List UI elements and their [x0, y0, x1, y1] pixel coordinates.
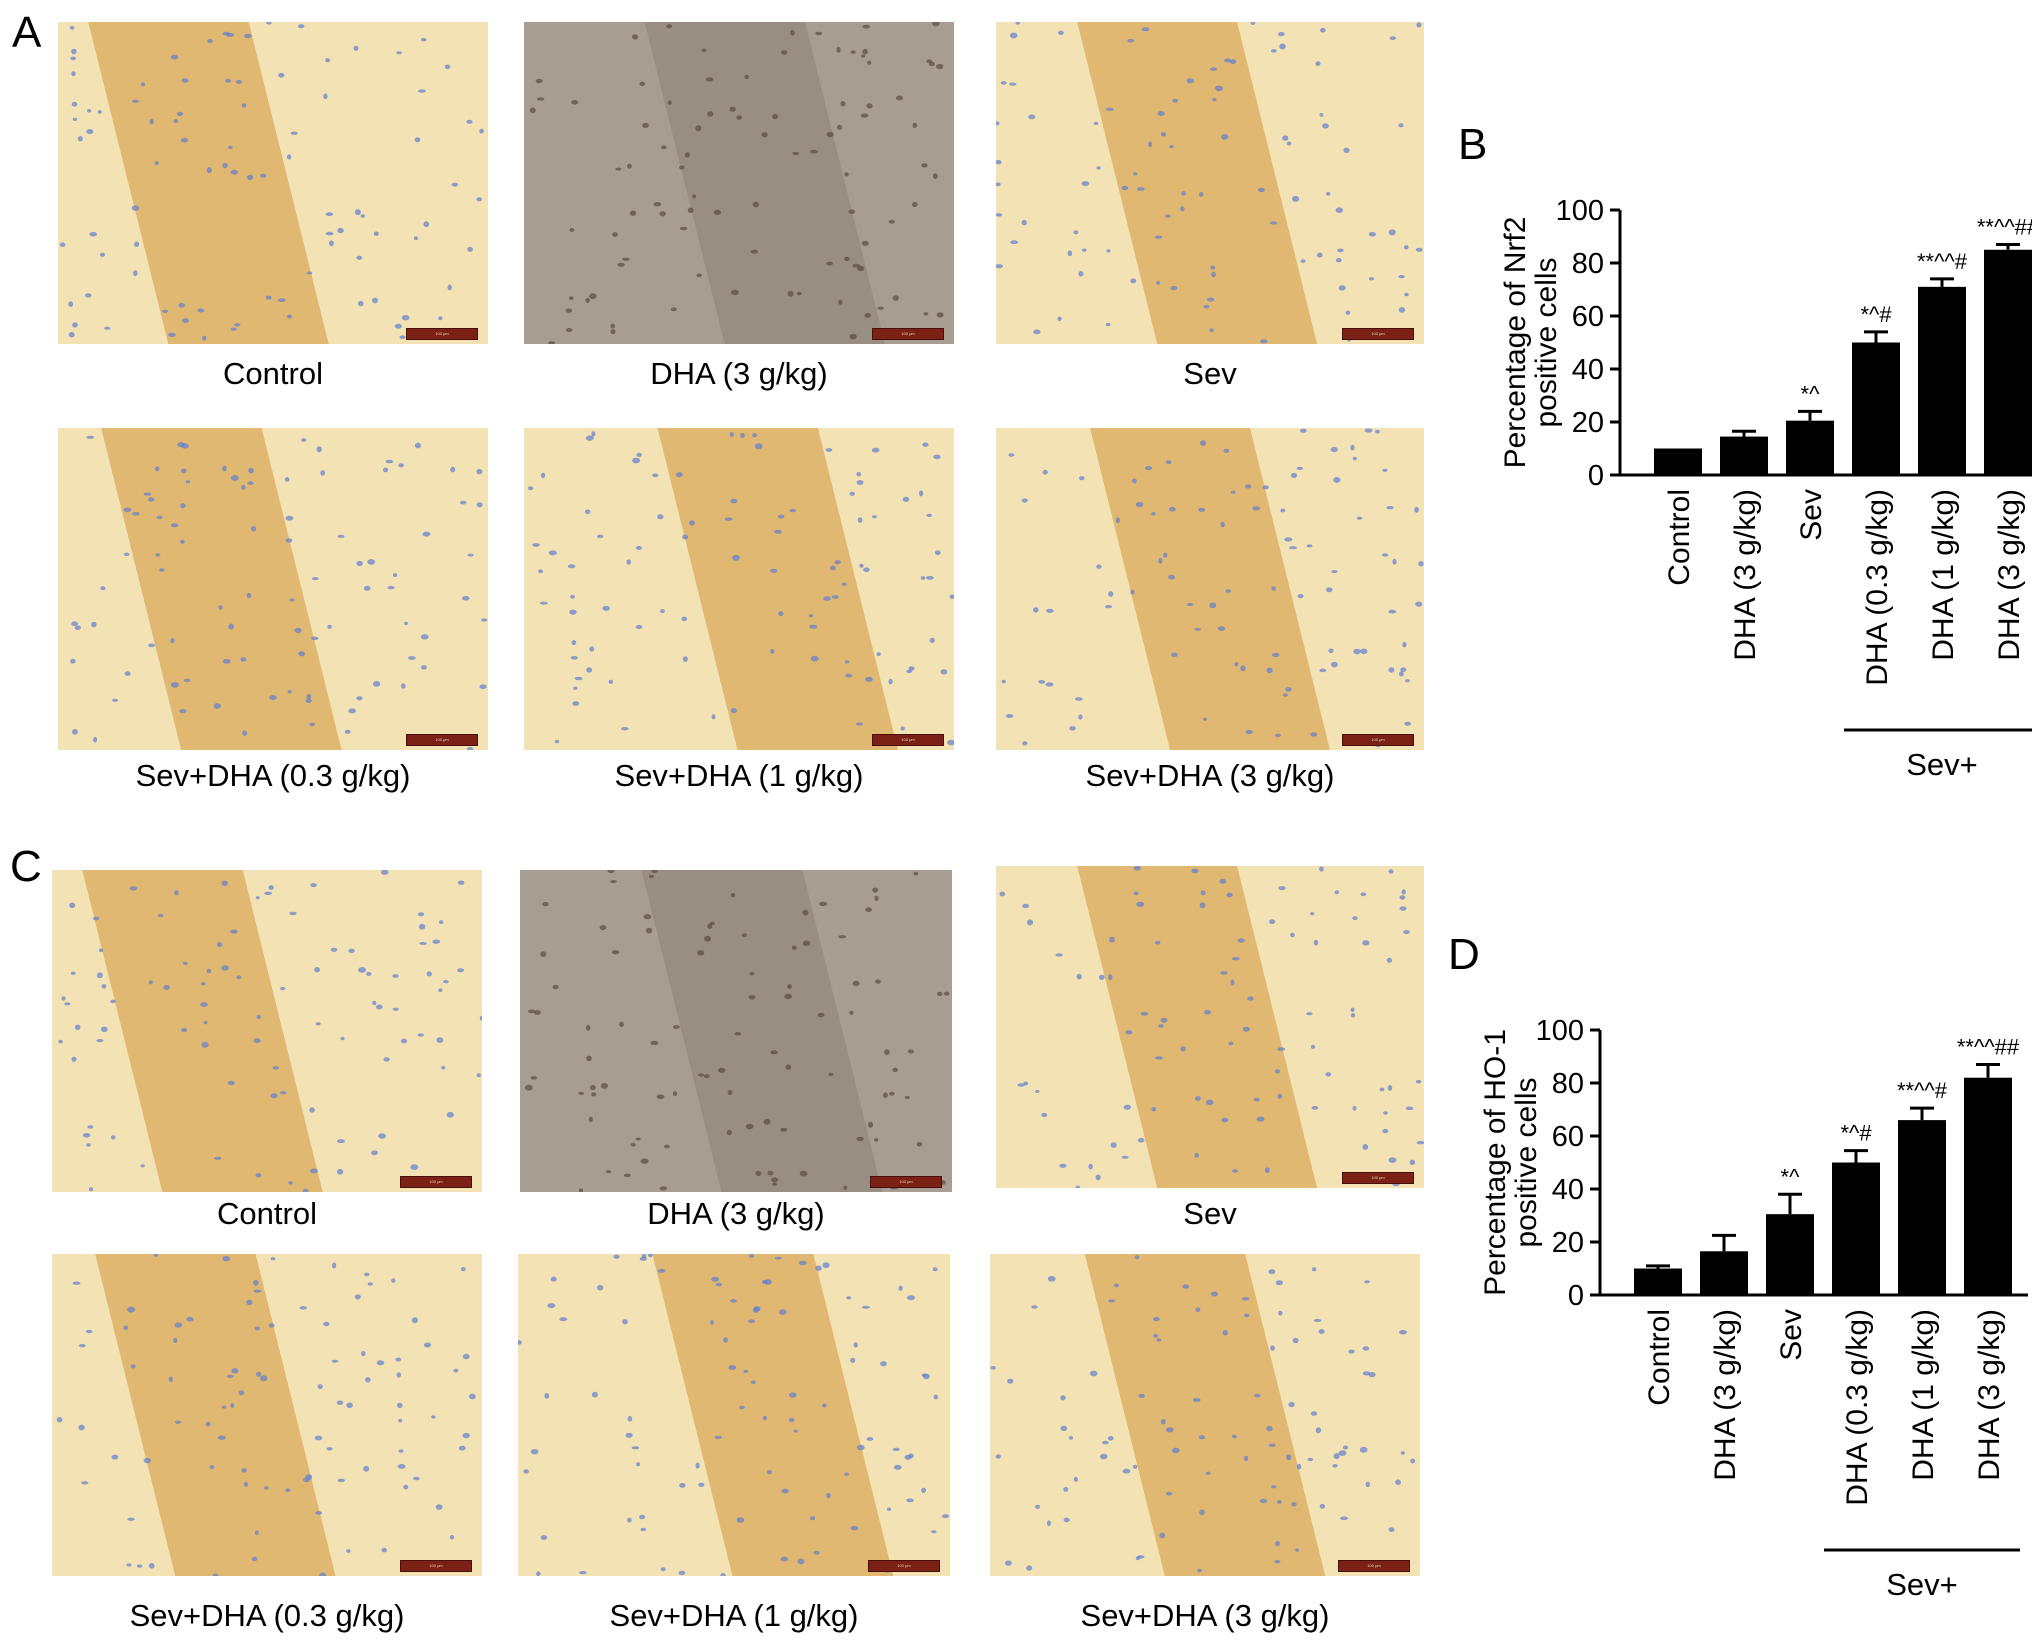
bar	[1720, 436, 1768, 475]
panel-letter-d: D	[1448, 930, 1480, 979]
group-label: Sev+	[1886, 1567, 1958, 1602]
bar	[1852, 342, 1900, 475]
micrograph-caption: Control	[217, 1196, 317, 1231]
x-tick-label: DHA (3 g/kg)	[1709, 1309, 1742, 1481]
x-tick-label: Control	[1663, 489, 1696, 586]
y-tick-label: 80	[1552, 1068, 1584, 1100]
x-tick-label: DHA (3 g/kg)	[1993, 489, 2026, 661]
y-tick-label: 0	[1568, 1280, 1584, 1312]
x-tick-label: DHA (1 g/kg)	[1907, 1309, 1940, 1481]
bar	[1654, 448, 1702, 475]
bar	[1700, 1251, 1748, 1295]
group-label: Sev+	[1906, 747, 1978, 782]
bar	[1984, 249, 2032, 475]
y-axis-label: positive cells	[1510, 1077, 1543, 1247]
micrograph-caption: Sev+DHA (3 g/kg)	[1080, 1598, 1330, 1633]
scale-bar: 100 μm	[1342, 328, 1414, 340]
x-tick-label: DHA (3 g/kg)	[1973, 1309, 2006, 1481]
x-tick-label: DHA (0.3 g/kg)	[1841, 1309, 1874, 1506]
micrograph-caption: Sev+DHA (0.3 g/kg)	[135, 758, 411, 793]
x-tick-label: DHA (0.3 g/kg)	[1861, 489, 1894, 686]
bar	[1964, 1077, 2012, 1295]
scale-bar: 100 μm	[400, 1560, 472, 1572]
significance-label: *^	[1801, 381, 1821, 406]
micrograph-a-5: 100 μm	[524, 428, 954, 750]
micrograph-caption: Sev	[1183, 356, 1237, 391]
y-tick-label: 60	[1572, 301, 1604, 333]
scale-bar: 100 μm	[868, 1560, 940, 1572]
x-tick-label: Sev	[1775, 1309, 1808, 1361]
y-axis-label: Percentage of HO-1	[1479, 1029, 1512, 1296]
x-tick-label: Sev	[1795, 489, 1828, 541]
bar	[1918, 286, 1966, 475]
significance-label: **^^#	[1897, 1078, 1948, 1103]
micrograph-caption: Sev+DHA (1 g/kg)	[609, 1598, 859, 1633]
y-tick-label: 0	[1588, 460, 1604, 492]
x-tick-label: DHA (3 g/kg)	[1729, 489, 1762, 661]
x-tick-label: Control	[1643, 1309, 1676, 1406]
micrograph-a-2: 100 μm	[524, 22, 954, 344]
y-tick-label: 40	[1552, 1174, 1584, 1206]
micrograph-caption: Control	[223, 356, 323, 391]
panel-letter-b: B	[1458, 120, 1488, 169]
significance-label: **^^##	[1977, 214, 2032, 239]
scale-bar: 100 μm	[406, 734, 478, 746]
micrograph-c-2: 100 μm	[520, 870, 952, 1192]
scale-bar: 100 μm	[1338, 1560, 1410, 1572]
bar	[1634, 1268, 1682, 1295]
micrograph-caption: DHA (3 g/kg)	[650, 356, 828, 391]
y-axis-label: Percentage of Nrf2	[1499, 217, 1532, 469]
y-tick-label: 40	[1572, 354, 1604, 386]
y-axis-label: positive cells	[1530, 257, 1563, 427]
micrograph-a-4: 100 μm	[58, 428, 488, 750]
significance-label: *^#	[1840, 1121, 1872, 1146]
y-tick-label: 80	[1572, 248, 1604, 280]
significance-label: *^	[1781, 1164, 1801, 1189]
significance-label: **^^##	[1957, 1034, 2020, 1059]
scale-bar: 100 μm	[872, 734, 944, 746]
x-tick-label: DHA (1 g/kg)	[1927, 489, 1960, 661]
scale-bar: 100 μm	[400, 1176, 472, 1188]
scale-bar: 100 μm	[872, 328, 944, 340]
micrograph-c-6: 100 μm	[990, 1254, 1420, 1576]
y-tick-label: 20	[1552, 1227, 1584, 1259]
bar	[1832, 1162, 1880, 1295]
micrograph-a-3: 100 μm	[996, 22, 1424, 344]
bar	[1786, 420, 1834, 475]
significance-label: **^^#	[1917, 249, 1968, 274]
micrograph-caption: Sev+DHA (0.3 g/kg)	[129, 1598, 405, 1633]
significance-label: *^#	[1860, 302, 1892, 327]
micrograph-caption: Sev+DHA (3 g/kg)	[1085, 758, 1335, 793]
micrograph-c-3: 100 μm	[996, 866, 1424, 1188]
bar	[1766, 1214, 1814, 1295]
micrograph-caption: Sev	[1183, 1196, 1237, 1231]
panel-letter-a: A	[12, 8, 42, 57]
bar	[1898, 1120, 1946, 1295]
scale-bar: 100 μm	[1342, 1172, 1414, 1184]
y-tick-label: 20	[1572, 407, 1604, 439]
y-tick-label: 100	[1556, 195, 1604, 227]
y-tick-label: 60	[1552, 1121, 1584, 1153]
scale-bar: 100 μm	[1342, 734, 1414, 746]
micrograph-c-5: 100 μm	[518, 1254, 950, 1576]
micrograph-caption: DHA (3 g/kg)	[647, 1196, 825, 1231]
y-tick-label: 100	[1536, 1015, 1584, 1047]
micrograph-a-1: 100 μm	[58, 22, 488, 344]
scale-bar: 100 μm	[870, 1176, 942, 1188]
panel-letter-c: C	[10, 842, 42, 891]
scale-bar: 100 μm	[406, 328, 478, 340]
micrograph-a-6: 100 μm	[996, 428, 1424, 750]
micrograph-c-4: 100 μm	[52, 1254, 482, 1576]
micrograph-caption: Sev+DHA (1 g/kg)	[614, 758, 864, 793]
micrograph-c-1: 100 μm	[52, 870, 482, 1192]
